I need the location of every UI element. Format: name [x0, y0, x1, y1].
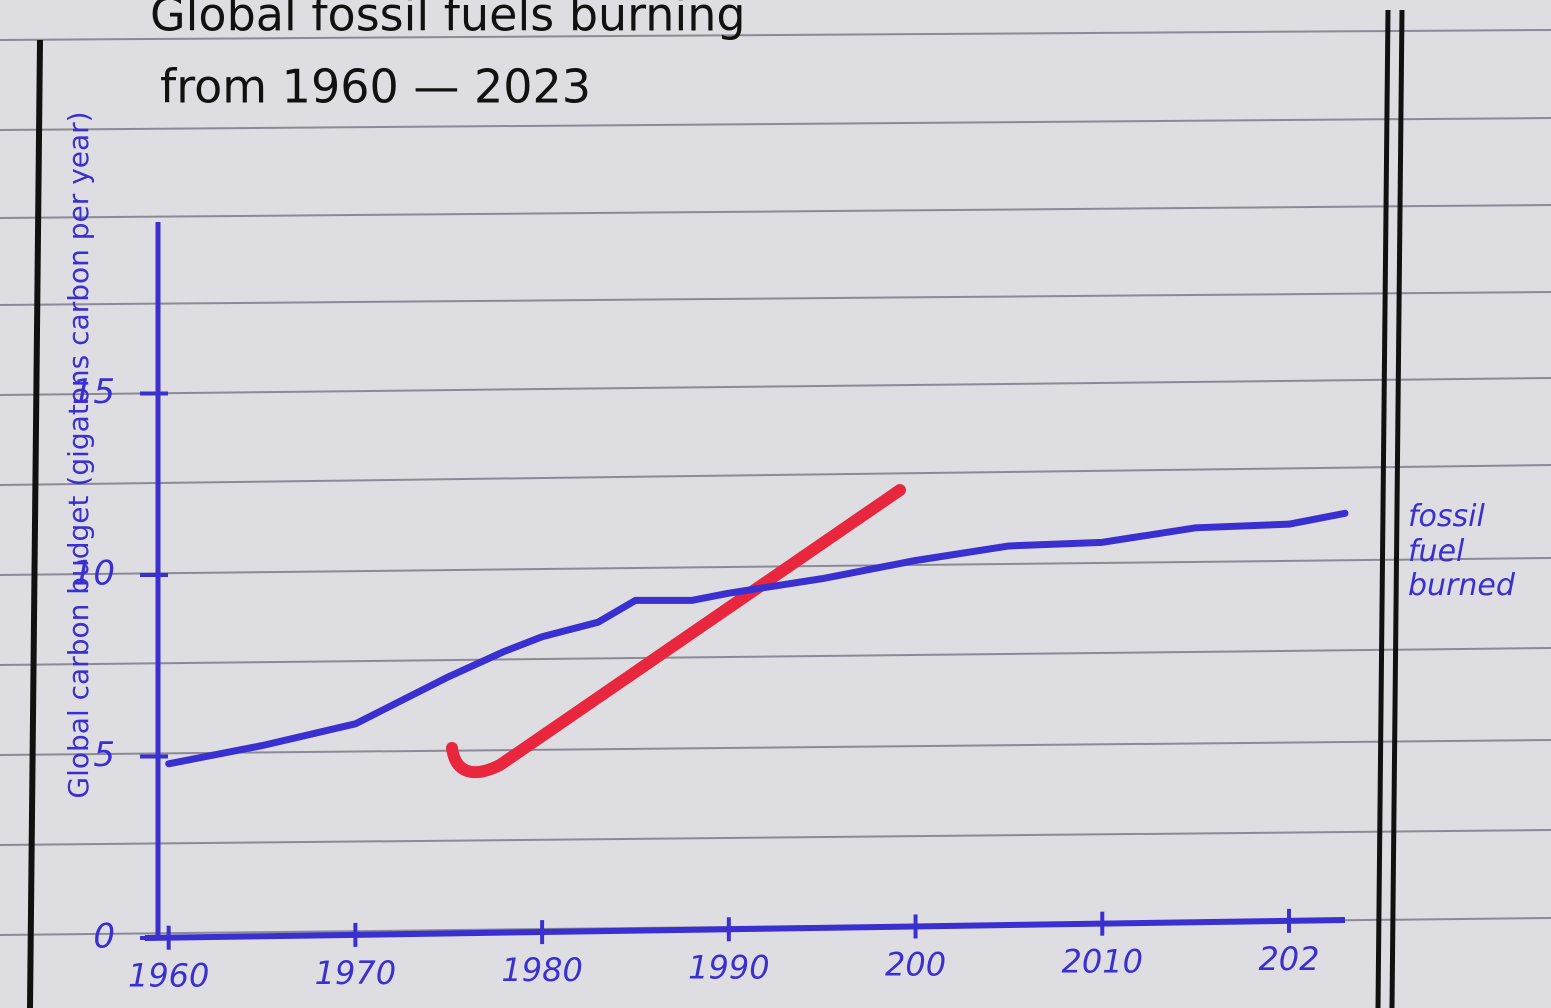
x-tick-label: 1980 — [501, 951, 582, 989]
notebook-lines — [0, 10, 1551, 1008]
chart-subtitle: from 1960 — 2023 — [160, 60, 591, 114]
y-tick-label: 15 — [72, 372, 115, 412]
x-axis — [145, 920, 1345, 938]
x-tick-label: 200 — [885, 945, 946, 983]
check-mark — [452, 490, 900, 772]
page: Global fossil fuels burning from 1960 — … — [0, 0, 1551, 1008]
chart-title: Global fossil fuels burning — [150, 0, 746, 42]
x-tick-label: 202 — [1258, 940, 1319, 978]
x-tick-label: 1970 — [315, 954, 396, 992]
y-tick-label: 10 — [72, 554, 115, 594]
y-axis-label: Global carbon budget (gigatons carbon pe… — [62, 111, 95, 798]
y-tick-label: 5 — [93, 735, 115, 775]
data-line — [169, 513, 1345, 763]
x-tick-label: 1960 — [128, 957, 209, 995]
x-tick-label: 2010 — [1062, 943, 1143, 981]
legend-label: fossil fuel burned — [1408, 500, 1548, 604]
chart: Global fossil fuels burning from 1960 — … — [0, 0, 1551, 1008]
y-tick-label: 0 — [93, 917, 115, 957]
x-tick-label: 1990 — [688, 948, 769, 986]
